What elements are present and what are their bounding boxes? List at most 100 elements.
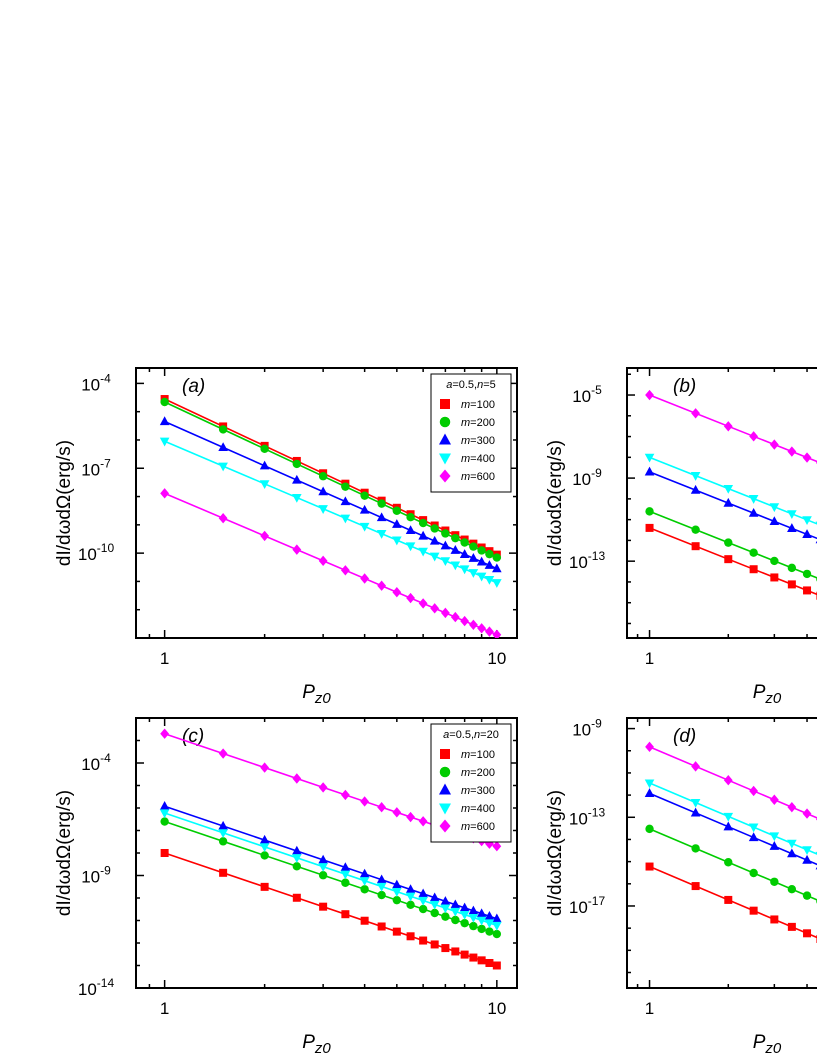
y-axis-title: dI/dωdΩ(erg/s) xyxy=(54,440,75,566)
marker-m600 xyxy=(260,762,270,773)
panel-b: 1 10-5 10-9 10-13 Pz0 dI/dωdΩ(erg/s) (b) xyxy=(545,367,817,707)
marker-m200 xyxy=(430,908,439,918)
marker-m200 xyxy=(802,569,812,579)
marker-m200 xyxy=(460,918,469,928)
marker-m300 xyxy=(159,416,170,426)
marker-m400 xyxy=(218,829,228,839)
legend-entry-m600: m=600 xyxy=(461,471,495,483)
marker-m200 xyxy=(430,524,439,533)
marker-m100 xyxy=(787,922,796,931)
marker-m300 xyxy=(292,474,302,484)
marker-m100 xyxy=(477,956,486,965)
marker-m200 xyxy=(485,549,494,559)
legend-marker-m200 xyxy=(439,416,451,428)
y-tick-label: 10-9 xyxy=(572,717,602,740)
marker-m600 xyxy=(691,761,701,772)
legend-entry-m300: m=300 xyxy=(461,785,495,797)
marker-m400 xyxy=(359,877,370,886)
marker-m300 xyxy=(318,854,328,864)
marker-m300 xyxy=(318,486,328,496)
series-group xyxy=(159,728,502,970)
marker-m400 xyxy=(468,569,479,578)
marker-m100 xyxy=(406,932,415,941)
marker-m600 xyxy=(787,801,797,813)
y-tick-label: 10-10 xyxy=(78,541,115,564)
marker-m300 xyxy=(340,862,351,872)
marker-m600 xyxy=(360,796,370,807)
marker-m300 xyxy=(418,530,428,540)
marker-m400 xyxy=(440,904,451,914)
marker-m600 xyxy=(468,619,478,630)
marker-m200 xyxy=(770,877,779,886)
marker-m100 xyxy=(392,927,401,936)
marker-m300 xyxy=(159,801,170,810)
marker-m100 xyxy=(292,893,301,902)
marker-m200 xyxy=(406,900,415,910)
marker-m300 xyxy=(292,845,302,855)
marker-m400 xyxy=(340,870,351,880)
fit-line-m300 xyxy=(164,420,498,570)
marker-m200 xyxy=(441,529,450,538)
x-tick-label: 1 xyxy=(160,649,169,668)
legend-entry-m600: m=600 xyxy=(461,821,495,833)
marker-m200 xyxy=(749,548,758,557)
legend-marker-m400 xyxy=(439,453,451,465)
marker-m200 xyxy=(160,817,169,826)
marker-m400 xyxy=(259,843,270,853)
marker-m200 xyxy=(392,506,402,515)
marker-m200 xyxy=(406,512,415,522)
legend-entry-m200: m=200 xyxy=(461,767,495,779)
marker-m300 xyxy=(492,913,502,923)
legend-marker-m300 xyxy=(439,783,451,795)
marker-m300 xyxy=(690,807,701,817)
marker-m100 xyxy=(770,915,779,924)
marker-m300 xyxy=(484,911,495,920)
marker-m400 xyxy=(459,565,470,575)
panel-label: (a) xyxy=(182,376,205,397)
marker-m300 xyxy=(690,484,701,494)
marker-m200 xyxy=(477,546,486,555)
marker-m400 xyxy=(769,503,780,513)
fit-line-m400 xyxy=(649,456,817,525)
marker-m200 xyxy=(787,884,797,894)
marker-m400 xyxy=(292,493,302,503)
marker-m400 xyxy=(492,579,502,588)
marker-m300 xyxy=(450,899,461,909)
marker-m400 xyxy=(476,572,487,582)
marker-m600 xyxy=(418,816,428,827)
marker-m600 xyxy=(485,626,494,637)
marker-m600 xyxy=(477,623,487,634)
legend-entry-m400: m=400 xyxy=(461,453,495,465)
legend-marker-m300 xyxy=(439,433,451,445)
fit-line-m300 xyxy=(649,792,817,866)
marker-m600 xyxy=(160,488,170,499)
marker-m300 xyxy=(259,834,270,844)
fit-line-m100 xyxy=(649,527,817,596)
marker-m300 xyxy=(440,896,451,905)
marker-m200 xyxy=(787,563,797,573)
x-axis-title: Pz0 xyxy=(753,682,782,707)
marker-m300 xyxy=(376,512,387,522)
legend: a=0.5,n=5 m=100 m=200 m=300 m=400 m=600 xyxy=(430,373,512,493)
marker-m200 xyxy=(292,459,302,469)
marker-m600 xyxy=(340,565,350,576)
marker-m300 xyxy=(376,874,387,884)
marker-m600 xyxy=(749,431,759,442)
marker-m400 xyxy=(218,462,228,472)
marker-m100 xyxy=(803,586,812,595)
marker-m400 xyxy=(787,839,797,849)
marker-m600 xyxy=(218,748,228,759)
marker-m200 xyxy=(341,482,350,491)
marker-m200 xyxy=(160,397,169,407)
marker-m400 xyxy=(376,530,387,539)
marker-m400 xyxy=(690,472,701,481)
marker-m300 xyxy=(476,556,487,566)
marker-m300 xyxy=(723,821,734,831)
marker-m200 xyxy=(802,891,812,900)
marker-m100 xyxy=(691,542,700,551)
marker-m600 xyxy=(377,580,387,591)
marker-m600 xyxy=(318,782,328,793)
marker-m200 xyxy=(418,904,428,914)
marker-m400 xyxy=(450,561,461,571)
marker-m400 xyxy=(690,798,701,808)
